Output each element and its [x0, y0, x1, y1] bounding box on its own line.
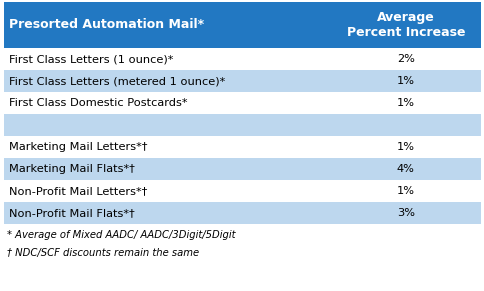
Text: Average
Percent Increase: Average Percent Increase [346, 11, 464, 39]
Text: 1%: 1% [396, 142, 414, 152]
Text: 1%: 1% [396, 186, 414, 196]
Bar [4, 114, 480, 136]
Bar [4, 2, 480, 48]
Text: 4%: 4% [396, 164, 414, 174]
Bar [4, 48, 480, 70]
Text: Marketing Mail Letters*†: Marketing Mail Letters*† [9, 142, 147, 152]
Text: Non-Profit Mail Flats*†: Non-Profit Mail Flats*† [9, 208, 135, 218]
Text: 1%: 1% [396, 76, 414, 86]
Text: 1%: 1% [396, 98, 414, 108]
Text: † NDC/SCF discounts remain the same: † NDC/SCF discounts remain the same [7, 248, 199, 258]
Text: Marketing Mail Flats*†: Marketing Mail Flats*† [9, 164, 135, 174]
Bar [4, 180, 480, 202]
Bar [4, 202, 480, 224]
Text: * Average of Mixed AADC/ AADC/3Digit/5Digit: * Average of Mixed AADC/ AADC/3Digit/5Di… [7, 230, 235, 240]
Text: First Class Letters (metered 1 ounce)*: First Class Letters (metered 1 ounce)* [9, 76, 225, 86]
Text: Non-Profit Mail Letters*†: Non-Profit Mail Letters*† [9, 186, 147, 196]
Bar [4, 136, 480, 158]
Bar [4, 70, 480, 92]
Text: Presorted Automation Mail*: Presorted Automation Mail* [9, 19, 204, 31]
Text: 2%: 2% [396, 54, 414, 64]
Bar [4, 158, 480, 180]
Text: First Class Letters (1 ounce)*: First Class Letters (1 ounce)* [9, 54, 173, 64]
Text: First Class Domestic Postcards*: First Class Domestic Postcards* [9, 98, 187, 108]
Bar [4, 92, 480, 114]
Text: 3%: 3% [396, 208, 414, 218]
